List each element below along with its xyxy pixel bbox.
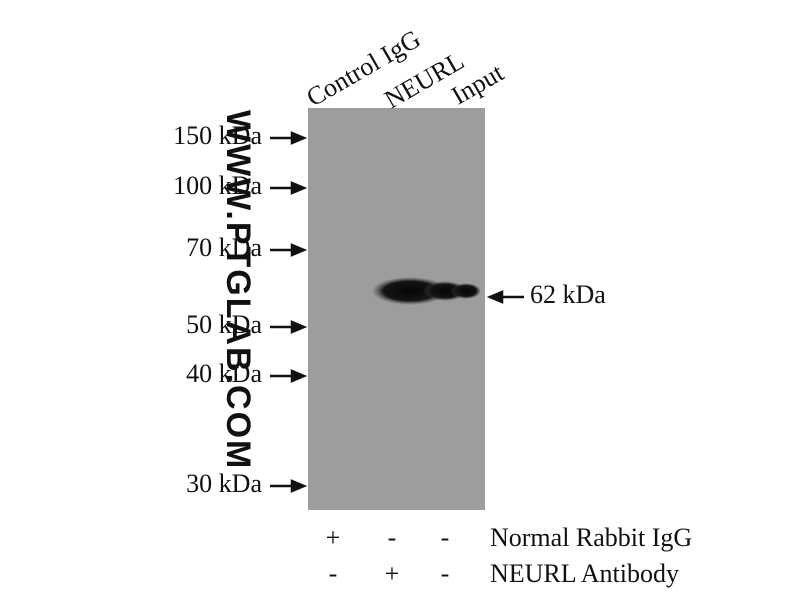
- arrow-head: [290, 369, 308, 383]
- arrow-head: [290, 479, 308, 493]
- band-label: 62 kDa: [530, 280, 606, 309]
- sign: -: [388, 523, 397, 552]
- arrow-head: [290, 131, 308, 145]
- marker-label: 30 kDa: [186, 469, 262, 498]
- marker-label: 40 kDa: [186, 359, 262, 388]
- arrow-head: [290, 320, 308, 334]
- blot: [308, 108, 485, 510]
- markers: 150 kDa 100 kDa 70 kDa 50 kDa 40 kDa 30 …: [173, 121, 524, 498]
- marker-label: 70 kDa: [186, 233, 262, 262]
- marker-label: 150 kDa: [173, 121, 262, 150]
- arrow-head: [290, 243, 308, 257]
- arrow-head: [290, 181, 308, 195]
- sign: -: [329, 559, 338, 588]
- sign: +: [326, 523, 341, 552]
- sign: +: [385, 559, 400, 588]
- sign: -: [441, 559, 450, 588]
- condition-label: NEURL Antibody: [490, 559, 679, 588]
- band: [372, 277, 448, 305]
- condition-label: Normal Rabbit IgG: [490, 523, 692, 552]
- arrow-head: [486, 290, 504, 304]
- marker-label: 100 kDa: [173, 171, 262, 200]
- band: [451, 283, 481, 299]
- conditions: + - - Normal Rabbit IgG - + - NEURL Anti…: [326, 523, 693, 588]
- marker-label: 50 kDa: [186, 310, 262, 339]
- sign: -: [441, 523, 450, 552]
- watermark: WWW.PTGLAB.COM: [219, 110, 257, 470]
